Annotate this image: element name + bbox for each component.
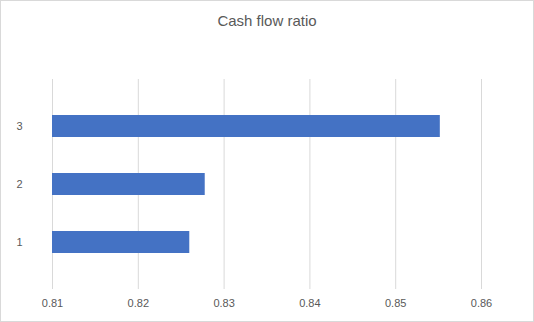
svg-text:0.84: 0.84 [299, 297, 320, 309]
svg-text:0.86: 0.86 [471, 297, 492, 309]
svg-text:0.85: 0.85 [385, 297, 406, 309]
html-text:Cash flow ratio: Cash flow ratio [217, 12, 317, 29]
svg-text:1: 1 [16, 236, 22, 248]
svg-text:0.82: 0.82 [128, 297, 149, 309]
svg-text:0.83: 0.83 [213, 297, 234, 309]
svg-text:0.81: 0.81 [42, 297, 63, 309]
svg-text:2: 2 [16, 178, 22, 190]
svg-text:3: 3 [16, 120, 22, 132]
